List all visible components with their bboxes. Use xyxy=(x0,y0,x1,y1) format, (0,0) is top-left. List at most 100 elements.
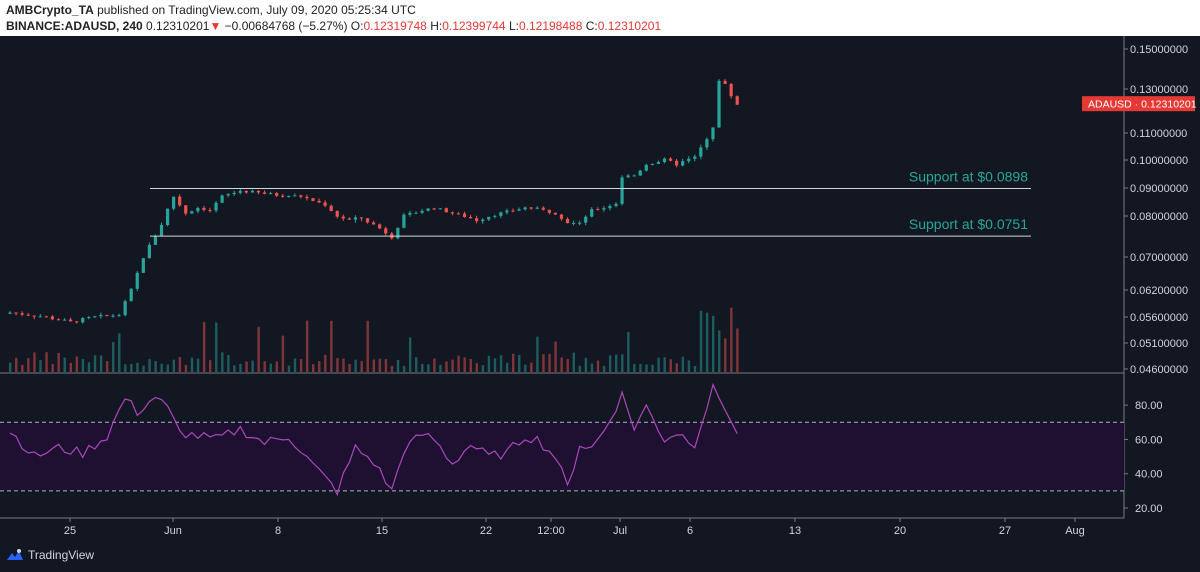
candle-body xyxy=(75,321,79,323)
candle-body xyxy=(505,210,509,213)
price-tick-label: 0.09000000 xyxy=(1130,183,1188,195)
volume-bar xyxy=(57,353,60,372)
volume-bar xyxy=(421,363,424,372)
candle-body xyxy=(450,212,454,214)
tradingview-logo[interactable]: TradingView xyxy=(6,548,94,562)
volume-bar xyxy=(269,363,272,372)
price-tick-label: 0.15000000 xyxy=(1130,44,1188,56)
time-tick-label: Jul xyxy=(613,525,627,537)
volume-bar xyxy=(554,341,557,372)
candle-body xyxy=(50,316,55,320)
candle-body xyxy=(681,161,685,166)
candle-body xyxy=(711,127,715,140)
volume-bar xyxy=(75,356,79,372)
volume-bar xyxy=(251,360,254,372)
candle-body xyxy=(281,195,285,197)
volume-bar xyxy=(481,365,485,372)
volume-bar xyxy=(675,363,678,372)
candle-body xyxy=(408,212,412,215)
candle-body xyxy=(172,196,176,209)
candle-body xyxy=(468,216,473,219)
volume-bar xyxy=(584,357,588,372)
candle-body xyxy=(208,210,212,212)
chart-header: AMBCrypto_TA published on TradingView.co… xyxy=(0,0,1200,36)
candle-body xyxy=(196,207,200,212)
volume-bar xyxy=(736,328,739,372)
price-change: −0.00684768 (−5.27%) xyxy=(224,19,348,33)
candle-body xyxy=(535,207,539,209)
symbol-legend: BINANCE:ADAUSD, 240 0.12310201▼ −0.00684… xyxy=(6,19,661,33)
candle-body xyxy=(93,316,97,318)
candle-body xyxy=(729,83,733,97)
price-tick-label: 0.10000000 xyxy=(1130,155,1188,167)
candle-body xyxy=(141,258,145,273)
candle-body xyxy=(626,175,630,178)
high-label: H: xyxy=(430,19,443,33)
candle-body xyxy=(602,208,606,210)
rsi-band xyxy=(0,422,1124,491)
volume-bar xyxy=(318,361,321,372)
volume-bar xyxy=(639,363,642,372)
volume-bar xyxy=(166,364,169,372)
price-tick-label: 0.04600000 xyxy=(1130,364,1188,376)
price-chart[interactable]: Support at $0.0898 Support at $0.0751 0.15… xyxy=(0,36,1200,542)
close-label: C: xyxy=(585,19,598,33)
symbol-name: BINANCE:ADAUSD, 240 xyxy=(6,19,143,33)
volume-bar xyxy=(536,336,539,372)
price-tick-label: 0.05600000 xyxy=(1130,312,1188,324)
volume-bar xyxy=(469,359,472,372)
candle-body xyxy=(523,207,527,210)
volume-bar xyxy=(27,358,30,372)
time-tick-label: 27 xyxy=(999,525,1011,537)
volume-bar xyxy=(699,310,703,372)
volume-bar xyxy=(657,357,660,372)
candle-body xyxy=(571,222,576,224)
volume-bar xyxy=(378,358,382,372)
publish-line: AMBCrypto_TA published on TradingView.co… xyxy=(6,3,416,17)
volume-bar xyxy=(33,352,36,372)
volume-bar xyxy=(45,352,48,372)
candle-body xyxy=(420,210,424,213)
candle-body xyxy=(475,218,479,222)
volume-bar xyxy=(596,360,600,372)
volume-bar xyxy=(408,337,412,372)
candle-body xyxy=(250,190,254,193)
price-tick-label: 0.13000000 xyxy=(1130,84,1188,96)
candle-body xyxy=(341,216,345,219)
author-name[interactable]: AMBCrypto_TA xyxy=(6,3,94,17)
volume-bar xyxy=(493,358,497,372)
candle-body xyxy=(353,217,358,220)
candle-body xyxy=(347,218,351,220)
volume-bar xyxy=(87,362,91,372)
volume-bar xyxy=(451,359,454,372)
candle-body xyxy=(99,315,103,317)
volume-bar xyxy=(663,357,666,372)
candle-body xyxy=(662,158,667,162)
volume-bar xyxy=(287,365,291,372)
close-value: 0.12310201 xyxy=(597,19,662,33)
volume-bar xyxy=(445,361,448,372)
volume-bar xyxy=(511,353,515,372)
candle-body xyxy=(135,272,139,289)
candle-body xyxy=(723,80,727,84)
low-value: 0.12198488 xyxy=(518,19,583,33)
candle-body xyxy=(438,208,442,210)
volume-bar xyxy=(681,356,685,372)
volume-bar xyxy=(190,357,194,372)
last-price-label: ADAUSD · 0.12310201 xyxy=(1088,99,1197,111)
volume-bar xyxy=(402,365,406,372)
volume-bar xyxy=(305,320,309,372)
volume-bar xyxy=(293,358,297,372)
time-tick-label: 25 xyxy=(64,525,76,537)
time-tick-label: 12:00 xyxy=(537,525,565,537)
high-value: 0.12399744 xyxy=(442,19,506,33)
volume-bar xyxy=(548,353,551,372)
volume-bar xyxy=(118,333,121,372)
volume-bar xyxy=(705,312,709,372)
candle-body xyxy=(56,319,61,321)
open-label: O: xyxy=(350,19,364,33)
candle-body xyxy=(329,205,333,212)
candle-body xyxy=(275,193,279,196)
time-tick-label: 15 xyxy=(376,525,388,537)
volume-bar xyxy=(384,359,388,372)
